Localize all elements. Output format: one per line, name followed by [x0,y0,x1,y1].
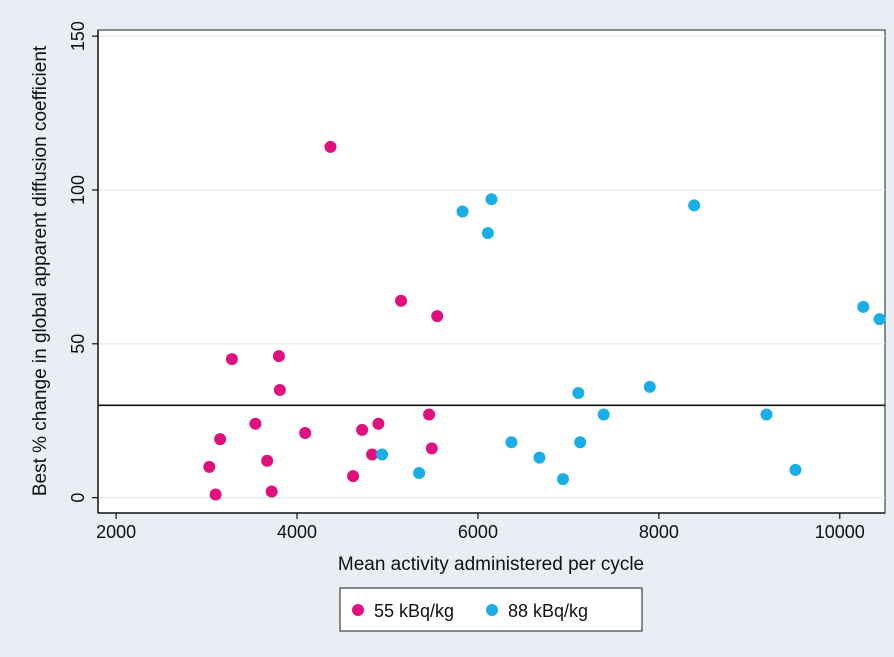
data-point-series-1 [209,488,222,501]
data-point-series-1 [272,350,285,363]
data-point-series-1 [203,460,216,473]
x-tick-label: 2000 [96,522,136,542]
data-point-series-1 [347,470,360,483]
data-point-series-2 [481,227,494,240]
data-point-series-2 [572,387,585,400]
axis-ticks: 0 50 100 150 2000 4000 6000 8000 10000 [68,21,865,542]
data-point-series-2 [574,436,587,449]
data-point-series-1 [423,408,436,421]
data-point-series-1 [356,423,369,436]
plot-area [97,29,886,514]
x-tick-label: 4000 [277,522,317,542]
data-point-series-1 [395,294,408,307]
x-axis-title: Mean activity administered per cycle [338,554,644,575]
data-point-series-2 [760,408,773,421]
data-point-series-2 [643,380,656,393]
data-point-series-2 [413,467,426,480]
y-tick-label: 150 [68,21,88,51]
legend-marker-88 [486,604,498,616]
data-points [203,140,886,501]
data-point-series-1 [225,353,238,366]
y-axis-title: Best % change in global apparent diffusi… [30,45,51,496]
data-point-series-1 [249,417,262,430]
data-point-series-2 [456,205,469,218]
data-point-series-1 [265,485,278,498]
data-point-series-1 [324,140,337,153]
data-point-series-1 [431,310,444,323]
data-point-series-1 [261,454,274,467]
data-point-series-1 [425,442,438,455]
data-point-series-2 [857,300,870,313]
data-point-series-2 [789,463,802,476]
y-tick-label: 0 [68,493,88,503]
x-tick-label: 8000 [639,522,679,542]
data-point-series-1 [214,433,227,446]
data-point-series-2 [556,473,569,486]
y-tick-label: 100 [68,175,88,205]
x-tick-label: 10000 [815,522,865,542]
data-point-series-2 [597,408,610,421]
legend-marker-55 [352,604,364,616]
data-point-series-2 [533,451,546,464]
data-point-series-1 [299,427,312,440]
data-point-series-1 [273,383,286,396]
data-point-series-2 [376,448,389,461]
data-point-series-2 [505,436,518,449]
legend-label-88: 88 kBq/kg [508,601,588,621]
legend: 55 kBq/kg 88 kBq/kg [339,587,643,632]
y-tick-label: 50 [68,334,88,354]
legend-label-55: 55 kBq/kg [374,601,454,621]
data-point-series-2 [485,193,498,206]
data-point-series-1 [366,448,379,461]
data-point-series-2 [688,199,701,212]
gridlines [98,35,885,499]
data-point-series-1 [372,417,385,430]
data-point-series-2 [873,313,886,326]
x-tick-label: 6000 [458,522,498,542]
